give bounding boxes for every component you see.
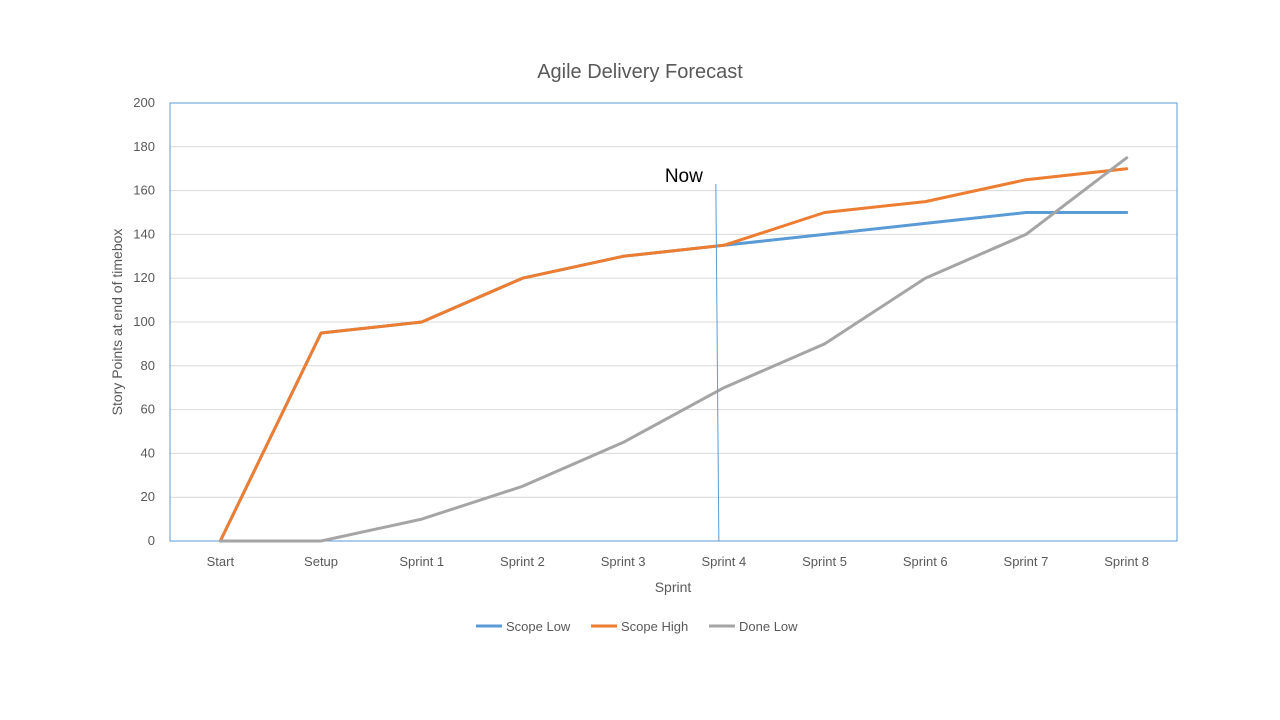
now-label: Now xyxy=(665,166,703,187)
y-tick-label: 40 xyxy=(141,445,155,460)
y-tick-label: 200 xyxy=(133,95,155,110)
y-axis-ticks: 0 20 40 60 80 100 120 140 160 180 200 xyxy=(133,95,155,548)
x-tick-label: Sprint 5 xyxy=(802,554,847,569)
x-tick-label: Sprint 2 xyxy=(500,554,545,569)
legend: Scope Low Scope High Done Low xyxy=(476,619,798,634)
legend-label-done-low: Done Low xyxy=(739,619,798,634)
y-tick-label: 140 xyxy=(133,226,155,241)
x-tick-label: Sprint 8 xyxy=(1104,554,1149,569)
x-tick-label: Setup xyxy=(304,554,338,569)
x-tick-label: Sprint 1 xyxy=(399,554,444,569)
y-tick-label: 80 xyxy=(141,358,155,373)
x-tick-label: Sprint 4 xyxy=(701,554,746,569)
x-axis-ticks: Start Setup Sprint 1 Sprint 2 Sprint 3 Sprint… xyxy=(207,554,1149,569)
y-tick-label: 0 xyxy=(148,533,155,548)
y-tick-label: 100 xyxy=(133,314,155,329)
x-tick-label: Sprint 7 xyxy=(1004,554,1049,569)
y-tick-label: 160 xyxy=(133,183,155,198)
series-line-scope-low xyxy=(218,211,1129,543)
y-tick-label: 20 xyxy=(141,489,155,504)
annotation: Now xyxy=(665,166,720,542)
plot-area-border xyxy=(169,102,1178,542)
y-tick-label: 60 xyxy=(141,402,155,417)
x-axis-label: Sprint xyxy=(655,579,692,595)
chart-title: Agile Delivery Forecast xyxy=(537,61,743,83)
x-tick-label: Start xyxy=(207,554,235,569)
y-axis-label: Story Points at end of timebox xyxy=(109,229,125,416)
series-line-done-low xyxy=(218,156,1129,543)
legend-label-scope-low: Scope Low xyxy=(506,619,571,634)
x-tick-label: Sprint 3 xyxy=(601,554,646,569)
now-marker-line xyxy=(715,183,720,542)
series-layer xyxy=(218,156,1129,543)
legend-label-scope-high: Scope High xyxy=(621,619,688,634)
y-tick-label: 120 xyxy=(133,270,155,285)
y-tick-label: 180 xyxy=(133,139,155,154)
x-tick-label: Sprint 6 xyxy=(903,554,948,569)
series-line-scope-high xyxy=(218,167,1129,543)
